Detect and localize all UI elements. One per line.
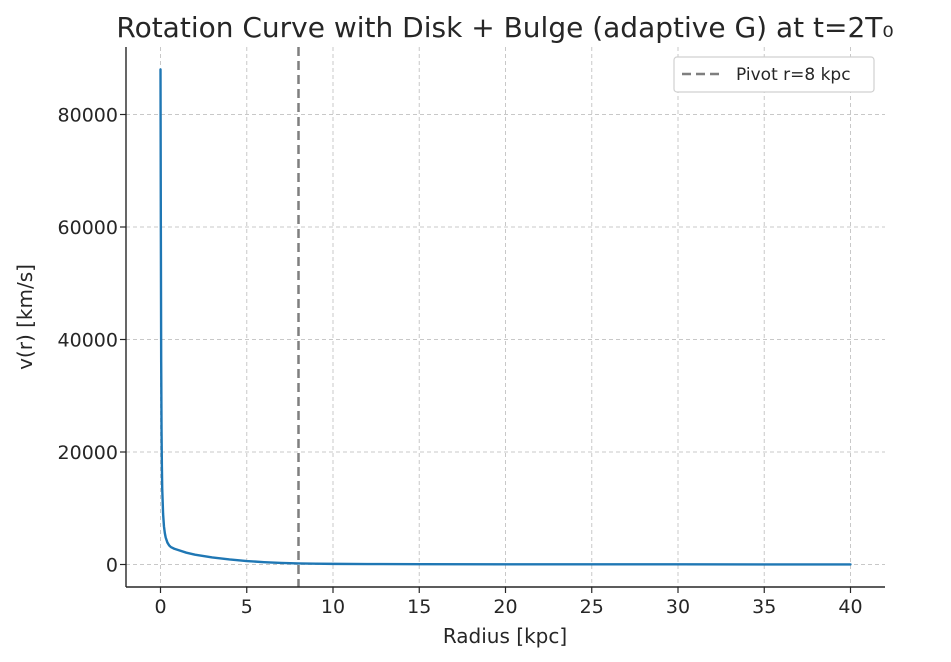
legend: Pivot r=8 kpc xyxy=(673,56,875,93)
x-axis-label: Radius [kpc] xyxy=(443,624,567,648)
x-tick-label: 10 xyxy=(321,596,345,618)
y-tick-label: 20000 xyxy=(58,442,118,464)
legend-box xyxy=(673,56,875,93)
legend-label-pivot: Pivot r=8 kpc xyxy=(736,65,851,85)
x-tick-label: 25 xyxy=(580,596,604,618)
x-tick-label: 15 xyxy=(407,596,431,618)
ticks: 0 5 10 15 20 25 30 35 40 0 20000 40000 60000 80000 xyxy=(58,105,863,619)
y-axis-label: v(r) [km/s] xyxy=(13,264,37,370)
x-tick-label: 35 xyxy=(752,596,776,618)
x-tick-label: 0 xyxy=(154,596,166,618)
y-tick-label: 60000 xyxy=(58,217,118,239)
x-tick-label: 40 xyxy=(838,596,862,618)
x-tick-label: 5 xyxy=(241,596,253,618)
rotation-curve-line xyxy=(159,68,852,566)
x-tick-label: 20 xyxy=(493,596,517,618)
y-tick-label: 0 xyxy=(106,555,118,577)
chart-title: Rotation Curve with Disk + Bulge (adapti… xyxy=(116,11,893,44)
y-tick-label: 40000 xyxy=(58,330,118,352)
grid xyxy=(126,47,885,587)
y-tick-label: 80000 xyxy=(58,105,118,127)
x-tick-label: 30 xyxy=(666,596,690,618)
series-layer xyxy=(159,68,852,566)
